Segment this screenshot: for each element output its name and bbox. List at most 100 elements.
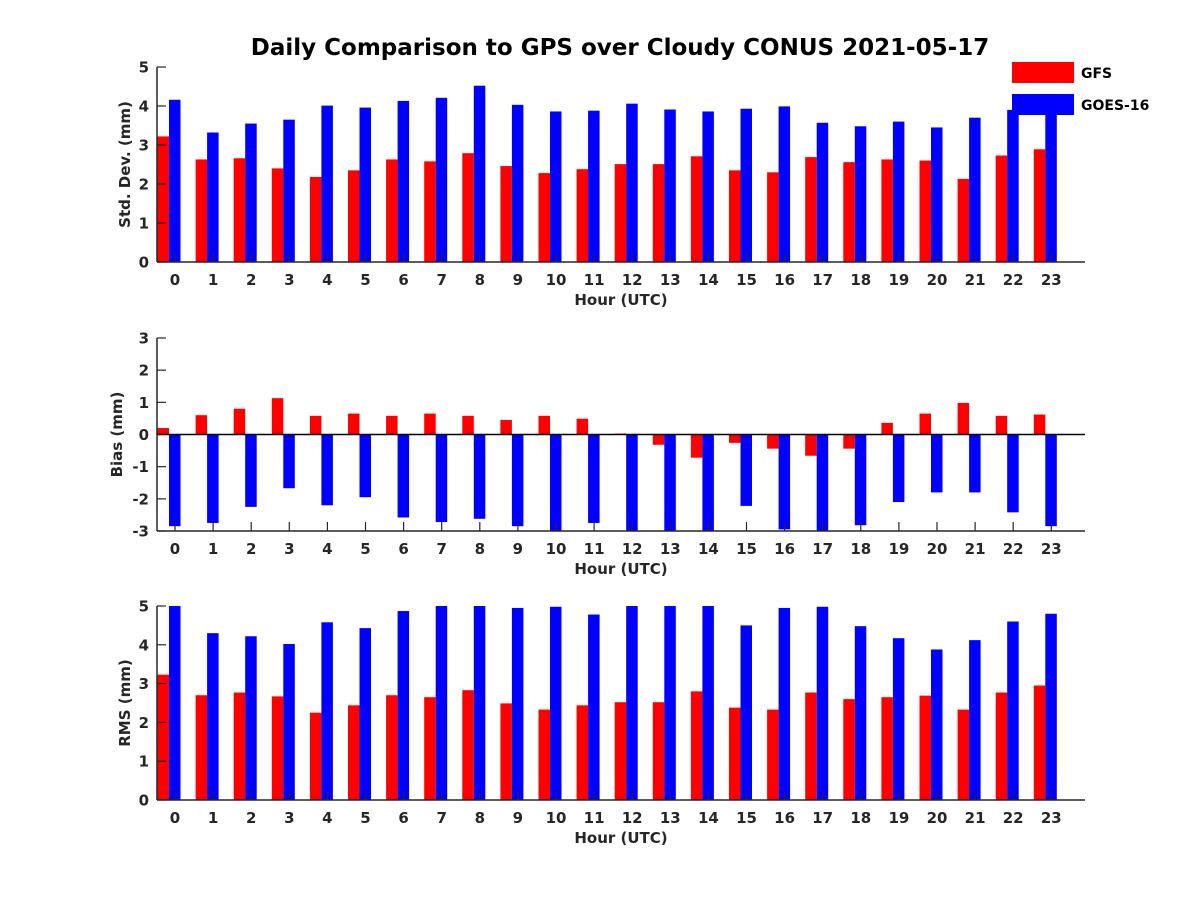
bar-gfs-hour-3 bbox=[271, 398, 284, 435]
bar-goes-16-hour-12 bbox=[626, 103, 638, 262]
bar-gfs-hour-6 bbox=[386, 415, 398, 435]
bar-goes-16-hour-6 bbox=[397, 434, 410, 518]
x-tick-label: 20 bbox=[927, 809, 948, 827]
bar-gfs-hour-18 bbox=[843, 699, 855, 800]
bar-goes-16-hour-7 bbox=[435, 434, 448, 522]
bar-goes-16-hour-20 bbox=[931, 434, 943, 493]
x-tick-label: 13 bbox=[660, 809, 681, 827]
y-tick-label: 0 bbox=[139, 254, 149, 272]
x-tick-label: 14 bbox=[698, 809, 719, 827]
x-tick-label: 19 bbox=[888, 540, 909, 558]
bar-gfs-hour-2 bbox=[233, 408, 246, 435]
bar-gfs-hour-22 bbox=[995, 415, 1008, 435]
y-tick-label: 4 bbox=[139, 636, 149, 654]
bar-gfs-hour-10 bbox=[538, 709, 550, 800]
bar-gfs-hour-14 bbox=[690, 434, 703, 458]
bar-goes-16-hour-1 bbox=[207, 434, 219, 523]
bar-goes-16-hour-0 bbox=[169, 434, 181, 527]
bar-goes-16-hour-15 bbox=[740, 434, 752, 506]
bar-goes-16-hour-4 bbox=[321, 434, 333, 506]
bar-goes-16-hour-0 bbox=[169, 99, 181, 262]
bar-gfs-hour-15 bbox=[729, 707, 741, 800]
bar-gfs-hour-3 bbox=[271, 696, 284, 800]
x-tick-label: 15 bbox=[736, 271, 757, 289]
bar-goes-16-hour-21 bbox=[969, 640, 981, 800]
x-tick-label: 3 bbox=[284, 540, 294, 558]
bar-goes-16-hour-7 bbox=[435, 606, 448, 800]
bar-goes-16-hour-23 bbox=[1045, 613, 1057, 800]
legend-label: GFS bbox=[1081, 66, 1112, 82]
x-tick-label: 13 bbox=[660, 540, 681, 558]
x-tick-label: 2 bbox=[246, 540, 256, 558]
x-tick-label: 8 bbox=[475, 271, 485, 289]
x-tick-label: 1 bbox=[208, 540, 218, 558]
x-tick-label: 13 bbox=[660, 271, 681, 289]
bar-gfs-hour-9 bbox=[500, 703, 512, 800]
bar-goes-16-hour-13 bbox=[664, 606, 676, 800]
x-axis-label: Hour (UTC) bbox=[574, 560, 667, 578]
y-tick-label: 3 bbox=[139, 675, 149, 693]
bar-goes-16-hour-15 bbox=[740, 625, 752, 800]
x-tick-label: 6 bbox=[398, 271, 408, 289]
bar-goes-16-hour-17 bbox=[816, 606, 829, 800]
bar-goes-16-hour-23 bbox=[1045, 434, 1057, 527]
bar-gfs-hour-1 bbox=[195, 695, 208, 800]
x-tick-label: 17 bbox=[812, 271, 833, 289]
y-tick-label: 5 bbox=[139, 598, 149, 616]
bar-goes-16-hour-14 bbox=[702, 111, 714, 263]
bar-gfs-hour-18 bbox=[843, 434, 855, 449]
y-tick-label: 1 bbox=[139, 394, 149, 412]
y-tick-label: 3 bbox=[139, 330, 149, 348]
y-tick-label: 2 bbox=[139, 362, 149, 380]
bar-goes-16-hour-7 bbox=[435, 97, 448, 262]
bar-goes-16-hour-11 bbox=[588, 614, 600, 800]
bar-gfs-hour-12 bbox=[614, 702, 627, 800]
bar-goes-16-hour-18 bbox=[854, 434, 867, 526]
bar-goes-16-hour-2 bbox=[245, 434, 257, 507]
bar-goes-16-hour-22 bbox=[1007, 109, 1019, 263]
bar-gfs-hour-6 bbox=[386, 159, 398, 262]
bar-goes-16-hour-1 bbox=[207, 633, 219, 800]
x-tick-label: 2 bbox=[246, 271, 256, 289]
bar-goes-16-hour-12 bbox=[626, 606, 638, 800]
x-tick-label: 23 bbox=[1041, 271, 1062, 289]
y-tick-label: 5 bbox=[139, 59, 149, 77]
x-tick-label: 1 bbox=[208, 271, 218, 289]
bar-gfs-hour-16 bbox=[767, 709, 779, 800]
bar-gfs-hour-8 bbox=[462, 690, 474, 800]
bar-gfs-hour-9 bbox=[500, 420, 512, 435]
bar-gfs-hour-22 bbox=[995, 155, 1008, 262]
bar-gfs-hour-4 bbox=[309, 176, 322, 262]
bar-gfs-hour-8 bbox=[462, 415, 474, 435]
bar-gfs-hour-12 bbox=[614, 164, 627, 262]
bar-goes-16-hour-9 bbox=[511, 434, 524, 527]
bar-gfs-hour-7 bbox=[424, 161, 436, 262]
bar-goes-16-hour-17 bbox=[816, 122, 829, 263]
bar-goes-16-hour-10 bbox=[550, 434, 562, 531]
bar-goes-16-hour-8 bbox=[473, 606, 486, 800]
bar-gfs-hour-23 bbox=[1033, 685, 1046, 800]
x-tick-label: 19 bbox=[888, 271, 909, 289]
y-tick-label: -1 bbox=[132, 458, 149, 476]
bar-goes-16-hour-20 bbox=[931, 127, 943, 262]
y-tick-label: 1 bbox=[139, 753, 149, 771]
x-tick-label: 16 bbox=[774, 809, 795, 827]
bar-gfs-hour-23 bbox=[1033, 149, 1046, 262]
bar-goes-16-hour-3 bbox=[283, 644, 295, 800]
bar-goes-16-hour-19 bbox=[892, 121, 905, 262]
bar-goes-16-hour-15 bbox=[740, 108, 752, 262]
y-tick-label: 3 bbox=[139, 137, 149, 155]
y-tick-label: -3 bbox=[132, 523, 149, 541]
x-tick-label: 5 bbox=[360, 271, 370, 289]
x-tick-label: 4 bbox=[322, 271, 332, 289]
bar-gfs-hour-15 bbox=[729, 434, 741, 443]
x-tick-label: 18 bbox=[850, 809, 871, 827]
bar-gfs-hour-13 bbox=[652, 164, 665, 262]
x-tick-label: 15 bbox=[736, 540, 757, 558]
bar-goes-16-hour-18 bbox=[854, 626, 867, 800]
y-tick-label: -2 bbox=[132, 490, 149, 508]
bar-goes-16-hour-16 bbox=[778, 106, 791, 262]
bar-goes-16-hour-0 bbox=[169, 606, 181, 800]
bar-goes-16-hour-2 bbox=[245, 636, 257, 800]
